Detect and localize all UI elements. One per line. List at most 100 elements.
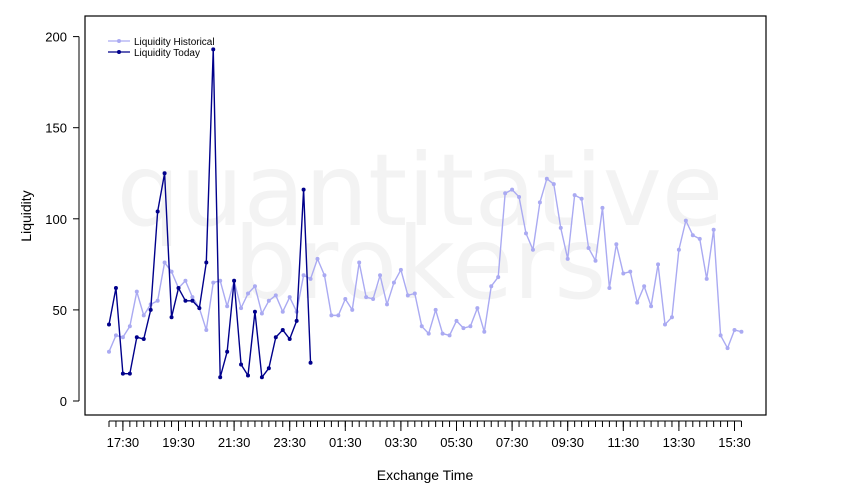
data-point-historical bbox=[739, 329, 744, 334]
data-point-historical bbox=[190, 295, 195, 300]
data-point-historical bbox=[607, 286, 612, 291]
x-tick-label: 19:30 bbox=[162, 435, 195, 450]
data-point-historical bbox=[454, 318, 459, 323]
data-point-today bbox=[301, 187, 306, 192]
x-tick-label: 03:30 bbox=[385, 435, 418, 450]
data-point-historical bbox=[690, 233, 695, 238]
data-point-historical bbox=[218, 278, 223, 283]
data-point-historical bbox=[475, 306, 480, 311]
data-point-historical bbox=[273, 293, 278, 298]
data-point-historical bbox=[412, 291, 417, 296]
y-tick-label: 50 bbox=[53, 303, 67, 318]
y-tick-label: 0 bbox=[60, 394, 67, 409]
data-point-historical bbox=[579, 196, 584, 201]
data-point-historical bbox=[683, 218, 688, 223]
data-point-today bbox=[218, 375, 223, 380]
data-point-historical bbox=[510, 187, 515, 192]
data-point-today bbox=[246, 373, 250, 378]
data-point-historical bbox=[246, 291, 250, 296]
data-point-historical bbox=[127, 324, 132, 329]
data-point-historical bbox=[468, 324, 473, 329]
data-point-historical bbox=[517, 194, 522, 199]
data-point-today bbox=[127, 371, 132, 376]
data-point-today bbox=[113, 286, 118, 291]
data-point-historical bbox=[364, 295, 369, 300]
data-point-historical bbox=[558, 225, 563, 230]
data-point-historical bbox=[239, 306, 244, 311]
y-tick-label: 200 bbox=[45, 30, 67, 45]
data-point-today bbox=[287, 337, 292, 342]
data-point-historical bbox=[551, 182, 556, 187]
data-point-today bbox=[239, 362, 244, 367]
data-point-historical bbox=[704, 276, 709, 281]
data-point-historical bbox=[419, 324, 424, 329]
data-point-historical bbox=[155, 298, 160, 303]
data-point-historical bbox=[635, 300, 640, 305]
data-point-historical bbox=[565, 256, 570, 261]
data-point-today bbox=[308, 360, 313, 365]
data-point-today bbox=[190, 298, 195, 303]
data-point-today bbox=[162, 171, 167, 176]
data-point-historical bbox=[669, 315, 674, 320]
data-point-today bbox=[141, 337, 146, 342]
data-point-historical bbox=[357, 260, 362, 265]
data-point-historical bbox=[385, 302, 389, 307]
data-point-historical bbox=[503, 191, 508, 196]
data-point-historical bbox=[593, 258, 598, 263]
data-point-historical bbox=[252, 284, 257, 289]
data-point-historical bbox=[398, 267, 403, 272]
data-point-today bbox=[155, 209, 160, 214]
data-point-historical bbox=[266, 298, 271, 303]
data-point-historical bbox=[391, 280, 396, 285]
data-point-historical bbox=[371, 296, 376, 301]
x-tick-label: 09:30 bbox=[551, 435, 584, 450]
y-tick-label: 150 bbox=[45, 121, 67, 136]
data-point-historical bbox=[120, 335, 125, 340]
legend-label-historical: Liquidity Historical bbox=[134, 37, 215, 48]
data-point-historical bbox=[600, 205, 605, 210]
data-point-today bbox=[232, 278, 237, 283]
data-point-historical bbox=[378, 273, 383, 278]
data-point-historical bbox=[489, 284, 494, 289]
data-point-historical bbox=[614, 242, 619, 247]
data-point-today bbox=[107, 322, 111, 327]
data-point-historical bbox=[697, 236, 702, 241]
data-point-historical bbox=[169, 269, 174, 274]
x-tick-label: 05:30 bbox=[440, 435, 473, 450]
data-point-historical bbox=[718, 333, 723, 338]
data-point-historical bbox=[649, 304, 654, 309]
data-point-historical bbox=[204, 327, 209, 332]
data-point-historical bbox=[461, 326, 466, 331]
data-point-today bbox=[280, 327, 285, 332]
data-point-today bbox=[204, 260, 209, 265]
data-point-historical bbox=[308, 276, 313, 281]
data-point-historical bbox=[440, 331, 445, 336]
data-point-historical bbox=[336, 313, 341, 318]
data-point-historical bbox=[663, 322, 667, 327]
x-axis: 17:30 19:30 21:30 23:30 01:30 03:30 05:30 07:30… bbox=[107, 420, 751, 450]
data-point-historical bbox=[134, 289, 139, 294]
x-tick-label: 13:30 bbox=[663, 435, 696, 450]
data-point-historical bbox=[183, 278, 188, 283]
data-point-historical bbox=[537, 200, 542, 205]
data-point-historical bbox=[482, 329, 487, 334]
data-point-today bbox=[197, 306, 202, 311]
data-point-historical bbox=[544, 176, 549, 181]
data-point-historical bbox=[642, 284, 647, 289]
x-tick-label: 07:30 bbox=[496, 435, 529, 450]
data-point-historical bbox=[315, 256, 320, 261]
data-point-historical bbox=[447, 333, 452, 338]
data-point-historical bbox=[343, 296, 348, 301]
data-point-historical bbox=[280, 309, 285, 314]
data-point-historical bbox=[433, 307, 438, 312]
legend: Liquidity Historical Liquidity Today bbox=[108, 37, 215, 59]
data-point-today bbox=[225, 349, 230, 354]
legend-label-today: Liquidity Today bbox=[134, 48, 200, 59]
legend-marker-today bbox=[117, 50, 121, 54]
data-point-today bbox=[252, 309, 257, 314]
data-point-historical bbox=[656, 262, 661, 267]
x-tick-label: 01:30 bbox=[329, 435, 362, 450]
x-tick-label: 11:30 bbox=[608, 435, 640, 450]
data-point-historical bbox=[586, 245, 591, 250]
